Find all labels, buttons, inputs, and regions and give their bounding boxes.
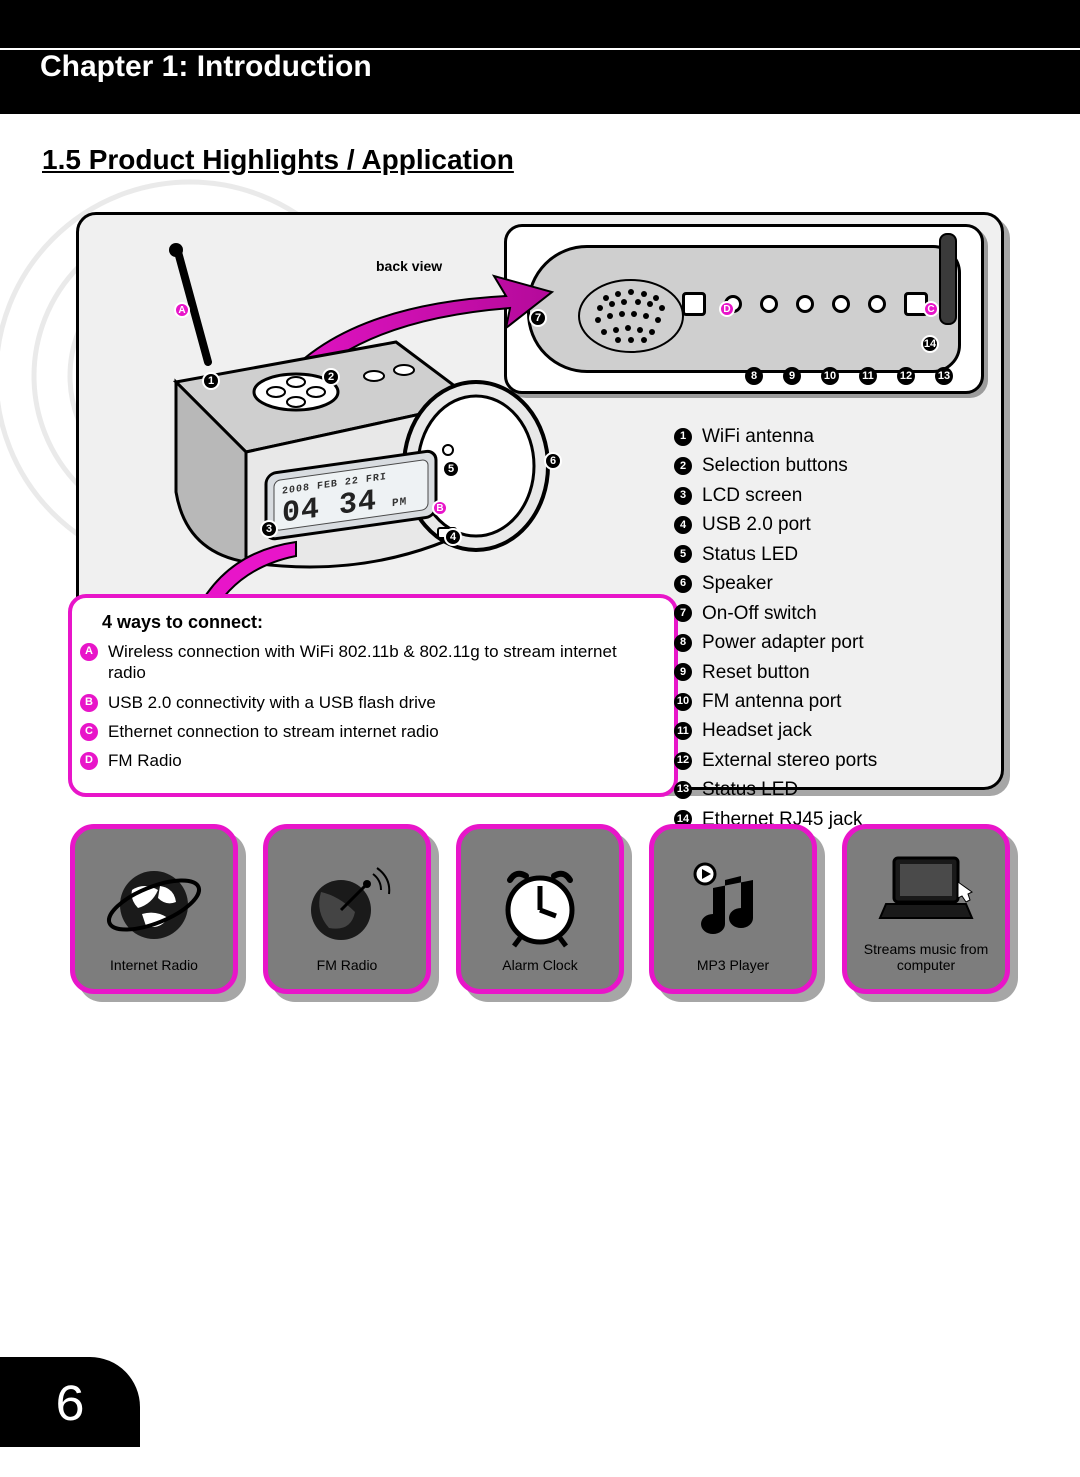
card-label: Internet Radio [110, 958, 198, 973]
connect-text: USB 2.0 connectivity with a USB flash dr… [108, 692, 436, 713]
callout-12: 12 [897, 367, 915, 385]
legend-text: External stereo ports [702, 746, 877, 775]
callout-13: 13 [935, 367, 953, 385]
callout-8: 8 [745, 367, 763, 385]
device-back-view: 7 D C 14 8 9 10 11 12 13 [504, 224, 984, 394]
card-label: Streams music from computer [847, 942, 1005, 973]
connect-title: 4 ways to connect: [102, 612, 658, 633]
legend-num: 4 [674, 516, 692, 534]
svg-text:PM: PM [392, 496, 407, 510]
callout-9: 9 [783, 367, 801, 385]
callout-10: 10 [821, 367, 839, 385]
legend-num: 13 [674, 781, 692, 799]
card-mp3-player: MP3 Player [649, 824, 817, 994]
chapter-header: Chapter 1: Introduction [0, 50, 1080, 114]
callout-5: 5 [442, 460, 460, 478]
card-label: FM Radio [317, 958, 378, 973]
feature-cards: Internet Radio FM Radio [70, 824, 1010, 994]
legend-text: Status LED [702, 775, 798, 804]
legend-text: Status LED [702, 540, 798, 569]
legend-num: 11 [674, 722, 692, 740]
device-front-view: 2008 FEB 22 FRI 04 34 PM A 1 2 3 B 4 5 6 [116, 242, 566, 602]
callout-2: 2 [322, 368, 340, 386]
callout-14: 14 [921, 335, 939, 353]
connect-panel: 4 ways to connect: A Wireless connection … [68, 594, 678, 797]
legend-num: 3 [674, 487, 692, 505]
top-black-bar [0, 0, 1080, 48]
legend-text: USB 2.0 port [702, 510, 811, 539]
parts-legend: 1 WiFi antenna 2 Selection buttons 3 LCD sc… [674, 422, 984, 834]
section-title: 1.5 Product Highlights / Application [0, 114, 1080, 176]
page-number-tab: 6 [0, 1357, 140, 1447]
card-fm-radio: FM Radio [263, 824, 431, 994]
connect-text: Wireless connection with WiFi 802.11b & … [108, 641, 658, 684]
connect-letter: C [80, 723, 98, 741]
legend-text: Selection buttons [702, 451, 848, 480]
satellite-dish-icon [297, 860, 397, 950]
speaker-grille-icon [576, 276, 686, 356]
music-note-icon [683, 860, 783, 950]
legend-num: 2 [674, 457, 692, 475]
legend-text: WiFi antenna [702, 422, 814, 451]
connect-letter: D [80, 752, 98, 770]
legend-text: Headset jack [702, 716, 812, 745]
legend-num: 12 [674, 752, 692, 770]
laptop-icon [876, 844, 976, 934]
legend-num: 5 [674, 545, 692, 563]
chapter-title: Chapter 1: Introduction [40, 50, 372, 83]
legend-num: 9 [674, 663, 692, 681]
callout-A: A [174, 302, 190, 318]
connect-text: FM Radio [108, 750, 182, 771]
legend-text: LCD screen [702, 481, 802, 510]
legend-text: FM antenna port [702, 687, 841, 716]
back-antenna-icon [926, 232, 970, 332]
connect-text: Ethernet connection to stream internet r… [108, 721, 439, 742]
callout-4: 4 [444, 528, 462, 546]
legend-text: On-Off switch [702, 599, 817, 628]
legend-num: 8 [674, 634, 692, 652]
legend-num: 7 [674, 604, 692, 622]
legend-text: Speaker [702, 569, 773, 598]
globe-icon [104, 860, 204, 950]
alarm-clock-icon [490, 860, 590, 950]
callout-11: 11 [859, 367, 877, 385]
callout-1: 1 [202, 372, 220, 390]
legend-num: 6 [674, 575, 692, 593]
legend-num: 10 [674, 693, 692, 711]
card-label: MP3 Player [697, 958, 769, 973]
page-number: 6 [54, 1377, 85, 1436]
connect-letter: A [80, 643, 98, 661]
card-label: Alarm Clock [502, 958, 577, 973]
product-diagram: 7 D C 14 8 9 10 11 12 13 back view [70, 206, 1010, 796]
legend-num: 1 [674, 428, 692, 446]
callout-3: 3 [260, 520, 278, 538]
callout-6: 6 [544, 452, 562, 470]
connect-letter: B [80, 694, 98, 712]
callout-D: D [719, 301, 735, 317]
card-streams-music: Streams music from computer [842, 824, 1010, 994]
card-alarm-clock: Alarm Clock [456, 824, 624, 994]
legend-text: Reset button [702, 658, 810, 687]
callout-C: C [923, 301, 939, 317]
callout-B: B [432, 500, 448, 516]
card-internet-radio: Internet Radio [70, 824, 238, 994]
legend-text: Power adapter port [702, 628, 864, 657]
